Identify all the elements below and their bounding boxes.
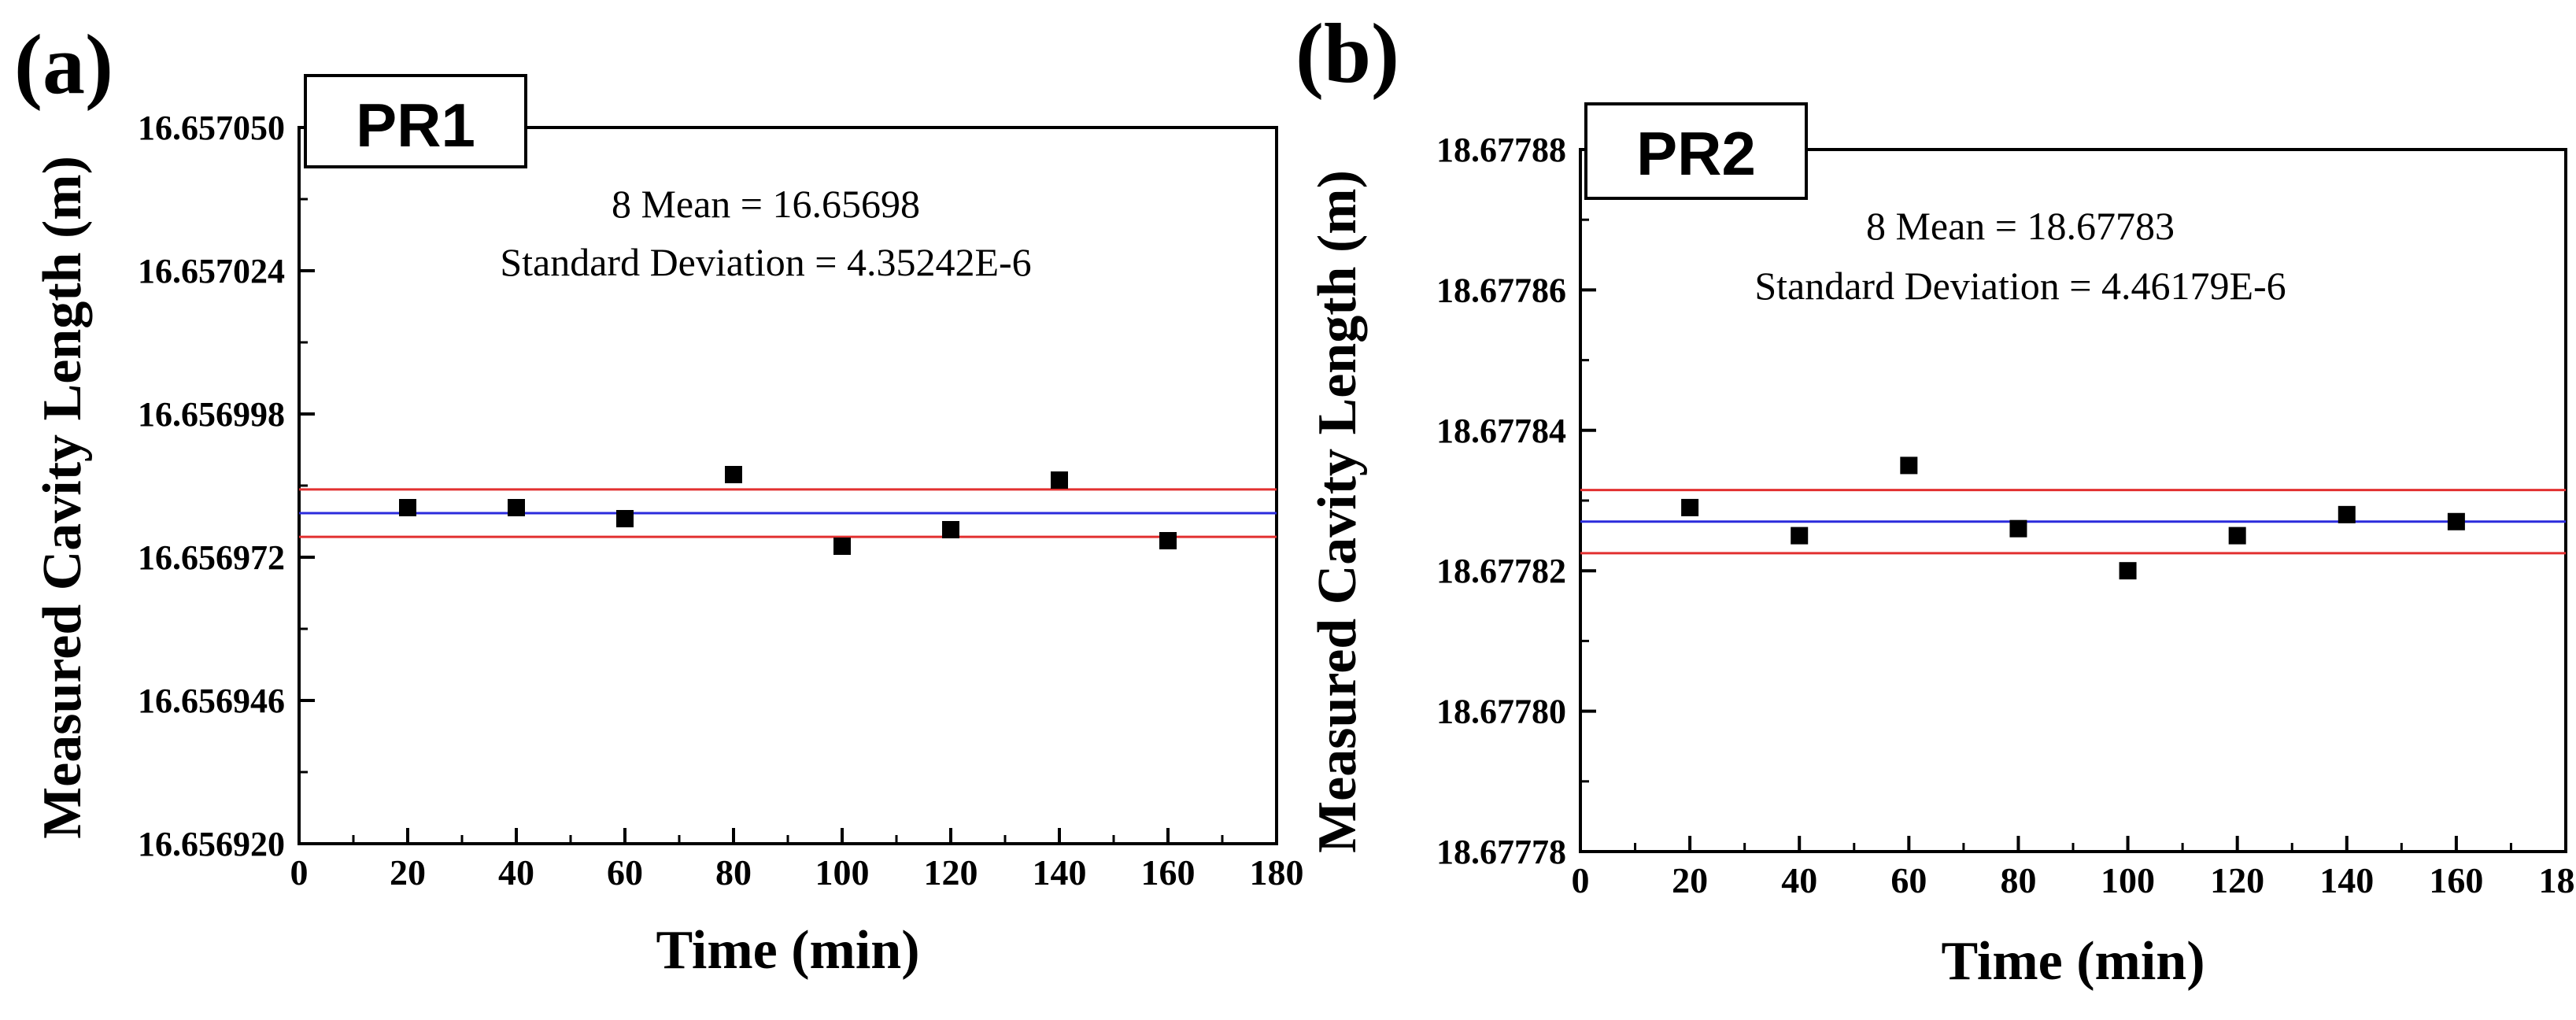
y-axis-title: Measured Cavity Length (m): [32, 156, 93, 839]
x-tick-label: 140: [1033, 852, 1087, 893]
x-tick-label: 20: [1672, 860, 1708, 900]
x-tick-label: 20: [390, 852, 426, 893]
annotation-mean: 8 Mean = 18.67783: [1866, 204, 2175, 248]
data-point: [1791, 527, 1809, 545]
y-tick-label: 16.657050: [138, 109, 285, 147]
series-tag-box: [304, 74, 527, 168]
plot-frame: [298, 126, 1278, 845]
data-point: [725, 466, 742, 483]
series-tag: PR2: [1636, 119, 1756, 188]
data-point: [2228, 527, 2246, 545]
x-tick-label: 100: [815, 852, 870, 893]
series-tag-box: [1584, 102, 1808, 200]
y-tick-label: 16.656972: [138, 538, 285, 577]
annotation-std: Standard Deviation = 4.35242E-6: [500, 240, 1031, 284]
x-tick-label: 0: [290, 852, 309, 893]
data-point: [399, 499, 416, 516]
x-tick-label: 60: [607, 852, 643, 893]
chart-panel-pr2: (b) 0 20 40 60 80 100 120 140 160 180 18.67778 18.67…: [1295, 7, 2576, 992]
panel-label: (b): [1295, 7, 1399, 101]
data-point: [1900, 456, 1918, 475]
y-tick-label: 18.67778: [1436, 833, 1566, 871]
x-tick-label: 100: [2101, 860, 2155, 900]
data-point: [1681, 498, 1699, 516]
y-axis-title: Measured Cavity Length (m): [1307, 170, 1368, 853]
data-point: [2119, 562, 2137, 580]
x-tick-label: 160: [1141, 852, 1196, 893]
x-tick-label: 120: [924, 852, 978, 893]
y-tick-label: 18.67788: [1436, 131, 1566, 169]
panel-label: (a): [14, 18, 113, 112]
data-point: [2009, 519, 2027, 538]
x-axis-title: Time (min): [656, 920, 919, 981]
data-point: [1051, 471, 1068, 489]
x-tick-label: 120: [2210, 860, 2264, 900]
data-point: [1159, 532, 1177, 549]
data-point: [508, 499, 525, 516]
annotation-mean: 8 Mean = 16.65698: [612, 182, 920, 226]
data-point: [2447, 512, 2465, 530]
x-tick-label: 80: [2000, 860, 2036, 900]
x-tick-label: 160: [2429, 860, 2483, 900]
x-tick-label: 80: [715, 852, 752, 893]
y-tick-label: 16.656920: [138, 825, 285, 863]
x-tick-label: 40: [1781, 860, 1817, 900]
x-tick-label: 40: [498, 852, 534, 893]
annotation-std: Standard Deviation = 4.46179E-6: [1754, 264, 2286, 308]
y-tick-label: 18.67780: [1436, 693, 1566, 731]
data-point: [942, 521, 959, 538]
x-axis-title: Time (min): [1941, 931, 2205, 992]
x-tick-label: 180: [1250, 852, 1304, 893]
y-tick-label: 16.656946: [138, 682, 285, 720]
x-tick-label: 180: [2539, 860, 2576, 900]
y-tick-label: 18.67782: [1436, 552, 1566, 590]
y-tick-label: 18.67784: [1436, 412, 1566, 450]
plot-frame: [1579, 148, 2567, 853]
chart-panel-pr1: (a) 0 20 40 60 80 100 120 140 160 180 16.656920 16.6…: [14, 18, 1304, 981]
data-point: [616, 510, 634, 527]
x-tick-label: 140: [2319, 860, 2374, 900]
series-tag: PR1: [356, 91, 475, 160]
y-tick-label: 18.67786: [1436, 271, 1566, 309]
y-tick-label: 16.656998: [138, 395, 285, 434]
y-tick-label: 16.657024: [138, 252, 285, 290]
data-point: [2338, 505, 2356, 523]
x-tick-label: 0: [1572, 860, 1590, 900]
data-point: [833, 538, 851, 555]
x-tick-label: 60: [1890, 860, 1927, 900]
